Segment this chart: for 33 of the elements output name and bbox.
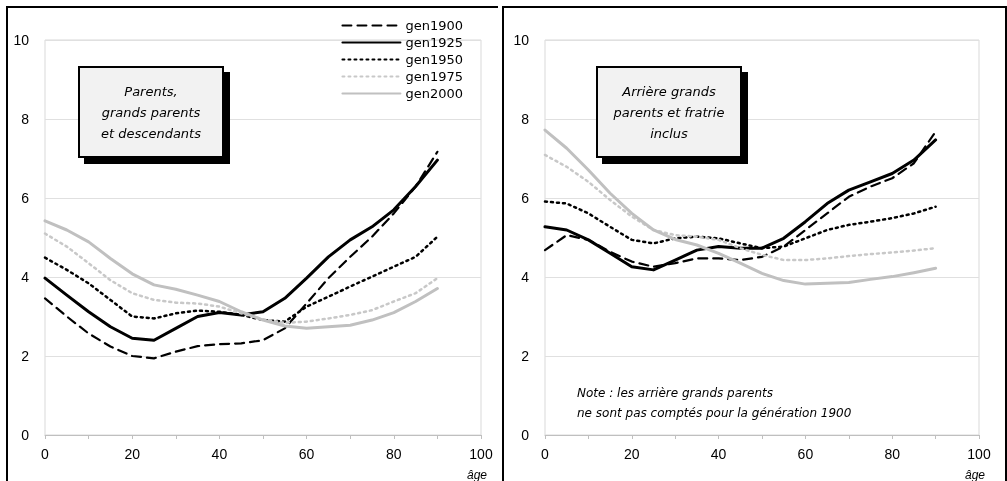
x-tick-label: 20 xyxy=(124,446,141,462)
x-axis-title: âge xyxy=(467,468,488,481)
legend-label: gen1950 xyxy=(405,52,463,67)
line-series xyxy=(43,219,439,330)
legend-label: gen1900 xyxy=(405,18,463,33)
y-tick-label: 10 xyxy=(13,32,30,48)
x-axis-title: âge xyxy=(965,468,986,481)
x-tick-label: 80 xyxy=(884,446,901,462)
annotation: Note : les arrière grands parents ne sont pas comptés pour la génération 1900 xyxy=(577,386,852,420)
legend-label: gen2000 xyxy=(405,86,463,101)
y-tick-label: 6 xyxy=(521,190,530,206)
y-tick-label: 8 xyxy=(21,111,30,127)
x-tick-label: 100 xyxy=(469,446,493,462)
legend-label: gen1975 xyxy=(405,69,463,84)
x-tick-label: 80 xyxy=(386,446,402,462)
y-tick-label: 10 xyxy=(513,32,530,48)
y-tick-label: 4 xyxy=(521,269,530,285)
x-tick-label: 0 xyxy=(41,446,50,462)
x-tick-label: 60 xyxy=(298,446,315,462)
x-tick-label: 100 xyxy=(967,446,991,462)
x-tick-label: 40 xyxy=(211,446,228,462)
legend-label: gen1925 xyxy=(405,35,463,50)
y-tick-label: 0 xyxy=(521,427,530,443)
x-tick-label: 20 xyxy=(624,446,640,462)
x-tick-label: 0 xyxy=(541,446,550,462)
x-tick-label: 40 xyxy=(710,446,727,462)
x-tick-label: 60 xyxy=(797,446,814,462)
y-tick-label: 0 xyxy=(21,427,30,443)
y-tick-label: 2 xyxy=(521,348,530,364)
y-tick-label: 8 xyxy=(521,111,530,127)
y-tick-label: 6 xyxy=(21,190,30,206)
y-tick-label: 2 xyxy=(21,348,30,364)
y-tick-label: 4 xyxy=(21,269,30,285)
